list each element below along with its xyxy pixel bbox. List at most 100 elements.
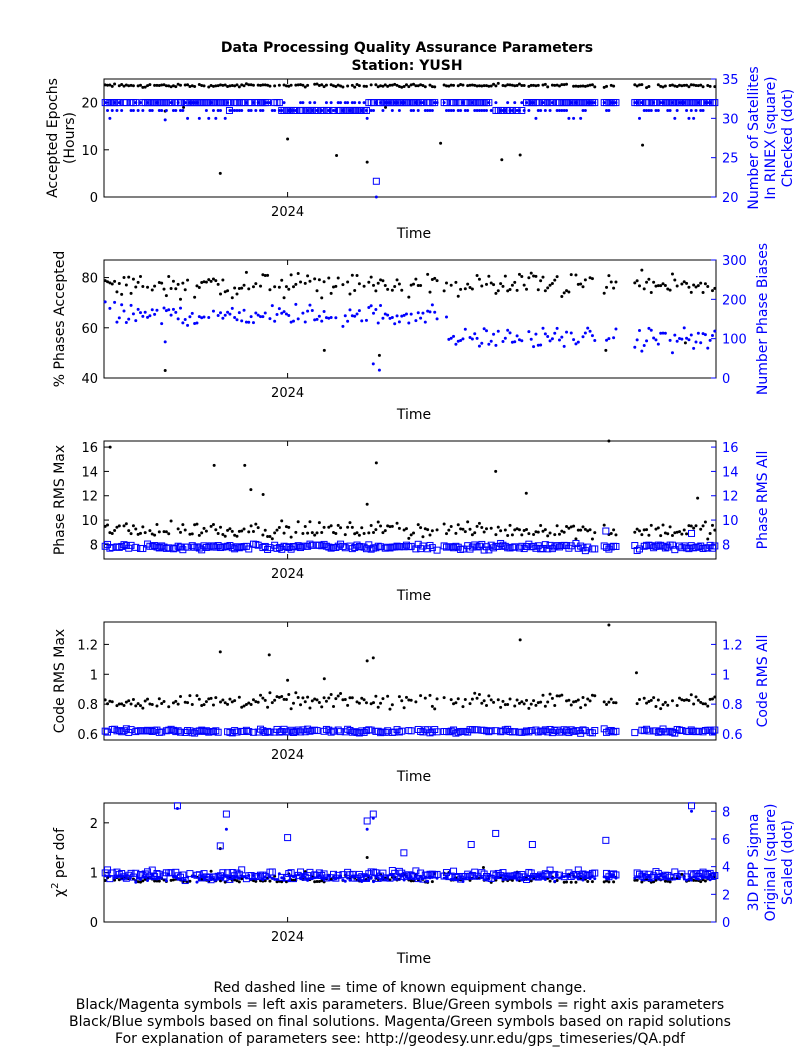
data-point-dot — [640, 268, 644, 272]
data-point-square — [581, 727, 589, 735]
data-point-dot — [421, 101, 425, 105]
data-point-dot — [200, 281, 204, 285]
data-point-dot — [412, 531, 416, 535]
data-point-dot — [706, 284, 710, 288]
data-point-dot — [409, 108, 413, 112]
data-point-dot — [581, 108, 585, 112]
series--phases-accepted — [103, 268, 717, 372]
data-point-dot — [447, 528, 451, 532]
data-point-square — [273, 544, 281, 552]
data-point-dot — [141, 314, 145, 318]
data-point-dot — [129, 702, 133, 706]
data-point-dot — [113, 878, 117, 882]
data-point-dot — [576, 282, 580, 286]
y-right-axis-label: 3D PPP Sigma — [746, 814, 762, 912]
data-point-dot — [200, 877, 204, 881]
data-point-dot — [334, 85, 338, 89]
data-point-square — [588, 729, 596, 737]
data-point-square — [278, 727, 286, 735]
data-point-dot — [146, 101, 150, 105]
data-point-square — [645, 727, 653, 735]
data-point-dot — [430, 704, 434, 708]
data-point-dot — [306, 108, 310, 112]
data-point-dot — [517, 82, 521, 86]
data-point-dot — [534, 84, 538, 88]
data-point-square — [151, 542, 159, 550]
data-point-dot — [256, 313, 260, 317]
data-point-dot — [708, 101, 712, 105]
data-point-dot — [638, 529, 641, 533]
data-point-dot — [315, 880, 319, 884]
data-point-dot — [364, 701, 368, 705]
data-point-dot — [588, 276, 592, 280]
data-point-dot — [487, 274, 491, 278]
data-point-dot — [574, 537, 578, 541]
data-point-dot — [503, 336, 507, 340]
data-point-dot — [188, 315, 192, 319]
data-point-dot — [350, 83, 354, 87]
data-point-dot — [656, 875, 660, 879]
data-point-dot — [590, 880, 594, 884]
data-point-dot — [635, 101, 639, 105]
data-point-dot — [376, 321, 380, 325]
data-point-square — [339, 542, 347, 550]
data-point-dot — [379, 524, 383, 528]
data-point-square — [676, 542, 684, 550]
data-point-dot — [197, 285, 201, 289]
data-point-dot — [167, 705, 171, 709]
data-point-dot — [701, 524, 705, 528]
data-point-dot — [485, 527, 488, 531]
data-point-dot — [416, 84, 420, 88]
data-point-square — [528, 841, 536, 849]
data-point-dot — [501, 699, 505, 703]
data-point-dot — [379, 84, 383, 88]
data-point-dot — [143, 699, 147, 703]
data-point-dot — [379, 701, 383, 705]
data-point-dot — [696, 698, 700, 702]
data-point-dot — [395, 101, 399, 105]
data-point-dot — [428, 290, 432, 294]
data-point-dot — [219, 700, 223, 704]
data-point-dot — [160, 108, 164, 112]
data-point-dot — [501, 340, 505, 344]
data-point-dot — [247, 873, 251, 877]
data-point-dot — [371, 656, 375, 660]
data-point-square — [242, 726, 250, 734]
data-point-dot — [654, 108, 658, 112]
data-point-dot — [146, 285, 150, 289]
data-point-square — [292, 727, 300, 735]
data-point-dot — [656, 83, 660, 87]
data-point-dot — [143, 531, 147, 535]
data-point-dot — [335, 153, 339, 157]
data-point-dot — [183, 101, 187, 105]
data-point-dot — [317, 83, 321, 87]
data-point-dot — [113, 82, 117, 86]
data-point-dot — [122, 524, 126, 528]
data-point-square — [523, 727, 531, 735]
data-point-dot — [609, 532, 613, 536]
data-point-dot — [713, 528, 717, 532]
data-point-dot — [633, 878, 637, 882]
x-tick-label: 2024 — [271, 386, 304, 401]
data-point-dot — [251, 698, 255, 702]
data-point-square — [643, 725, 651, 733]
data-point-dot — [235, 108, 239, 112]
data-point-square — [607, 726, 615, 734]
data-point-square — [384, 543, 392, 551]
data-point-dot — [680, 872, 684, 876]
data-point-dot — [546, 286, 550, 290]
data-point-dot — [454, 701, 458, 705]
data-point-dot — [670, 272, 674, 276]
data-point-dot — [536, 108, 540, 112]
data-point-dot — [534, 274, 538, 278]
data-point-dot — [416, 311, 420, 315]
data-point-dot — [355, 312, 359, 316]
data-point-dot — [386, 84, 390, 88]
data-point-dot — [675, 284, 679, 288]
data-point-dot — [216, 313, 220, 317]
footer-line-1: Red dashed line = time of known equipmen… — [213, 980, 587, 996]
data-point-dot — [678, 83, 682, 87]
data-point-dot — [223, 701, 227, 705]
data-point-dot — [534, 332, 538, 336]
